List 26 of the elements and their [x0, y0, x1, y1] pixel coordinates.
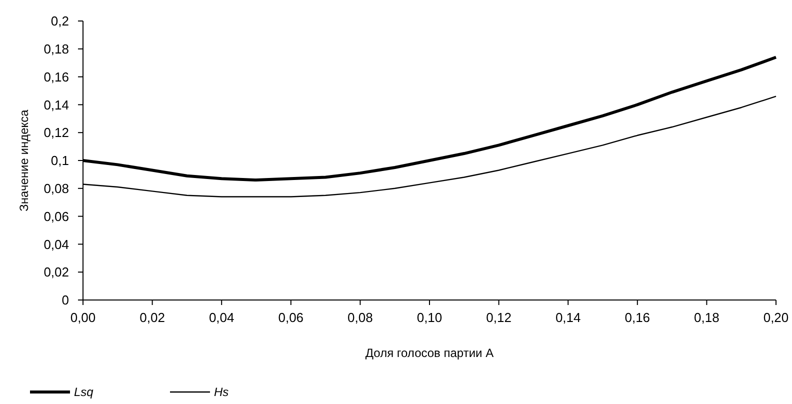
- x-tick-label: 0,18: [694, 310, 720, 325]
- y-tick-label: 0,04: [44, 236, 69, 252]
- x-tick-label: 0,14: [555, 310, 581, 325]
- x-tick-label: 0,06: [278, 310, 304, 325]
- y-tick-label: 0,2: [50, 14, 69, 29]
- x-tick-label: 0,02: [140, 310, 165, 325]
- y-tick-label: 0,14: [44, 97, 69, 112]
- x-axis-title: Доля голосов партии А: [365, 346, 494, 360]
- x-tick-label: 0,20: [763, 310, 789, 325]
- legend-label: Lsq: [74, 385, 94, 400]
- y-tick-label: 0,1: [50, 153, 69, 168]
- y-tick-label: 0: [62, 292, 69, 308]
- x-tick-label: 0,10: [416, 310, 442, 325]
- y-tick-label: 0,16: [44, 69, 69, 84]
- y-axis-title: Значение индекса: [17, 109, 31, 212]
- x-tick-label: 0,08: [348, 310, 373, 325]
- y-tick-label: 0,12: [44, 125, 69, 140]
- y-tick-label: 0,08: [44, 180, 69, 196]
- y-tick-label: 0,02: [44, 264, 69, 280]
- x-tick-label: 0,00: [70, 310, 96, 325]
- y-tick-label: 0,06: [44, 208, 69, 224]
- x-tick-label: 0,12: [486, 310, 512, 325]
- x-tick-label: 0,16: [624, 310, 650, 325]
- y-tick-label: 0,18: [44, 41, 69, 56]
- legend-label: Hs: [214, 385, 229, 400]
- x-tick-label: 0,04: [208, 310, 234, 325]
